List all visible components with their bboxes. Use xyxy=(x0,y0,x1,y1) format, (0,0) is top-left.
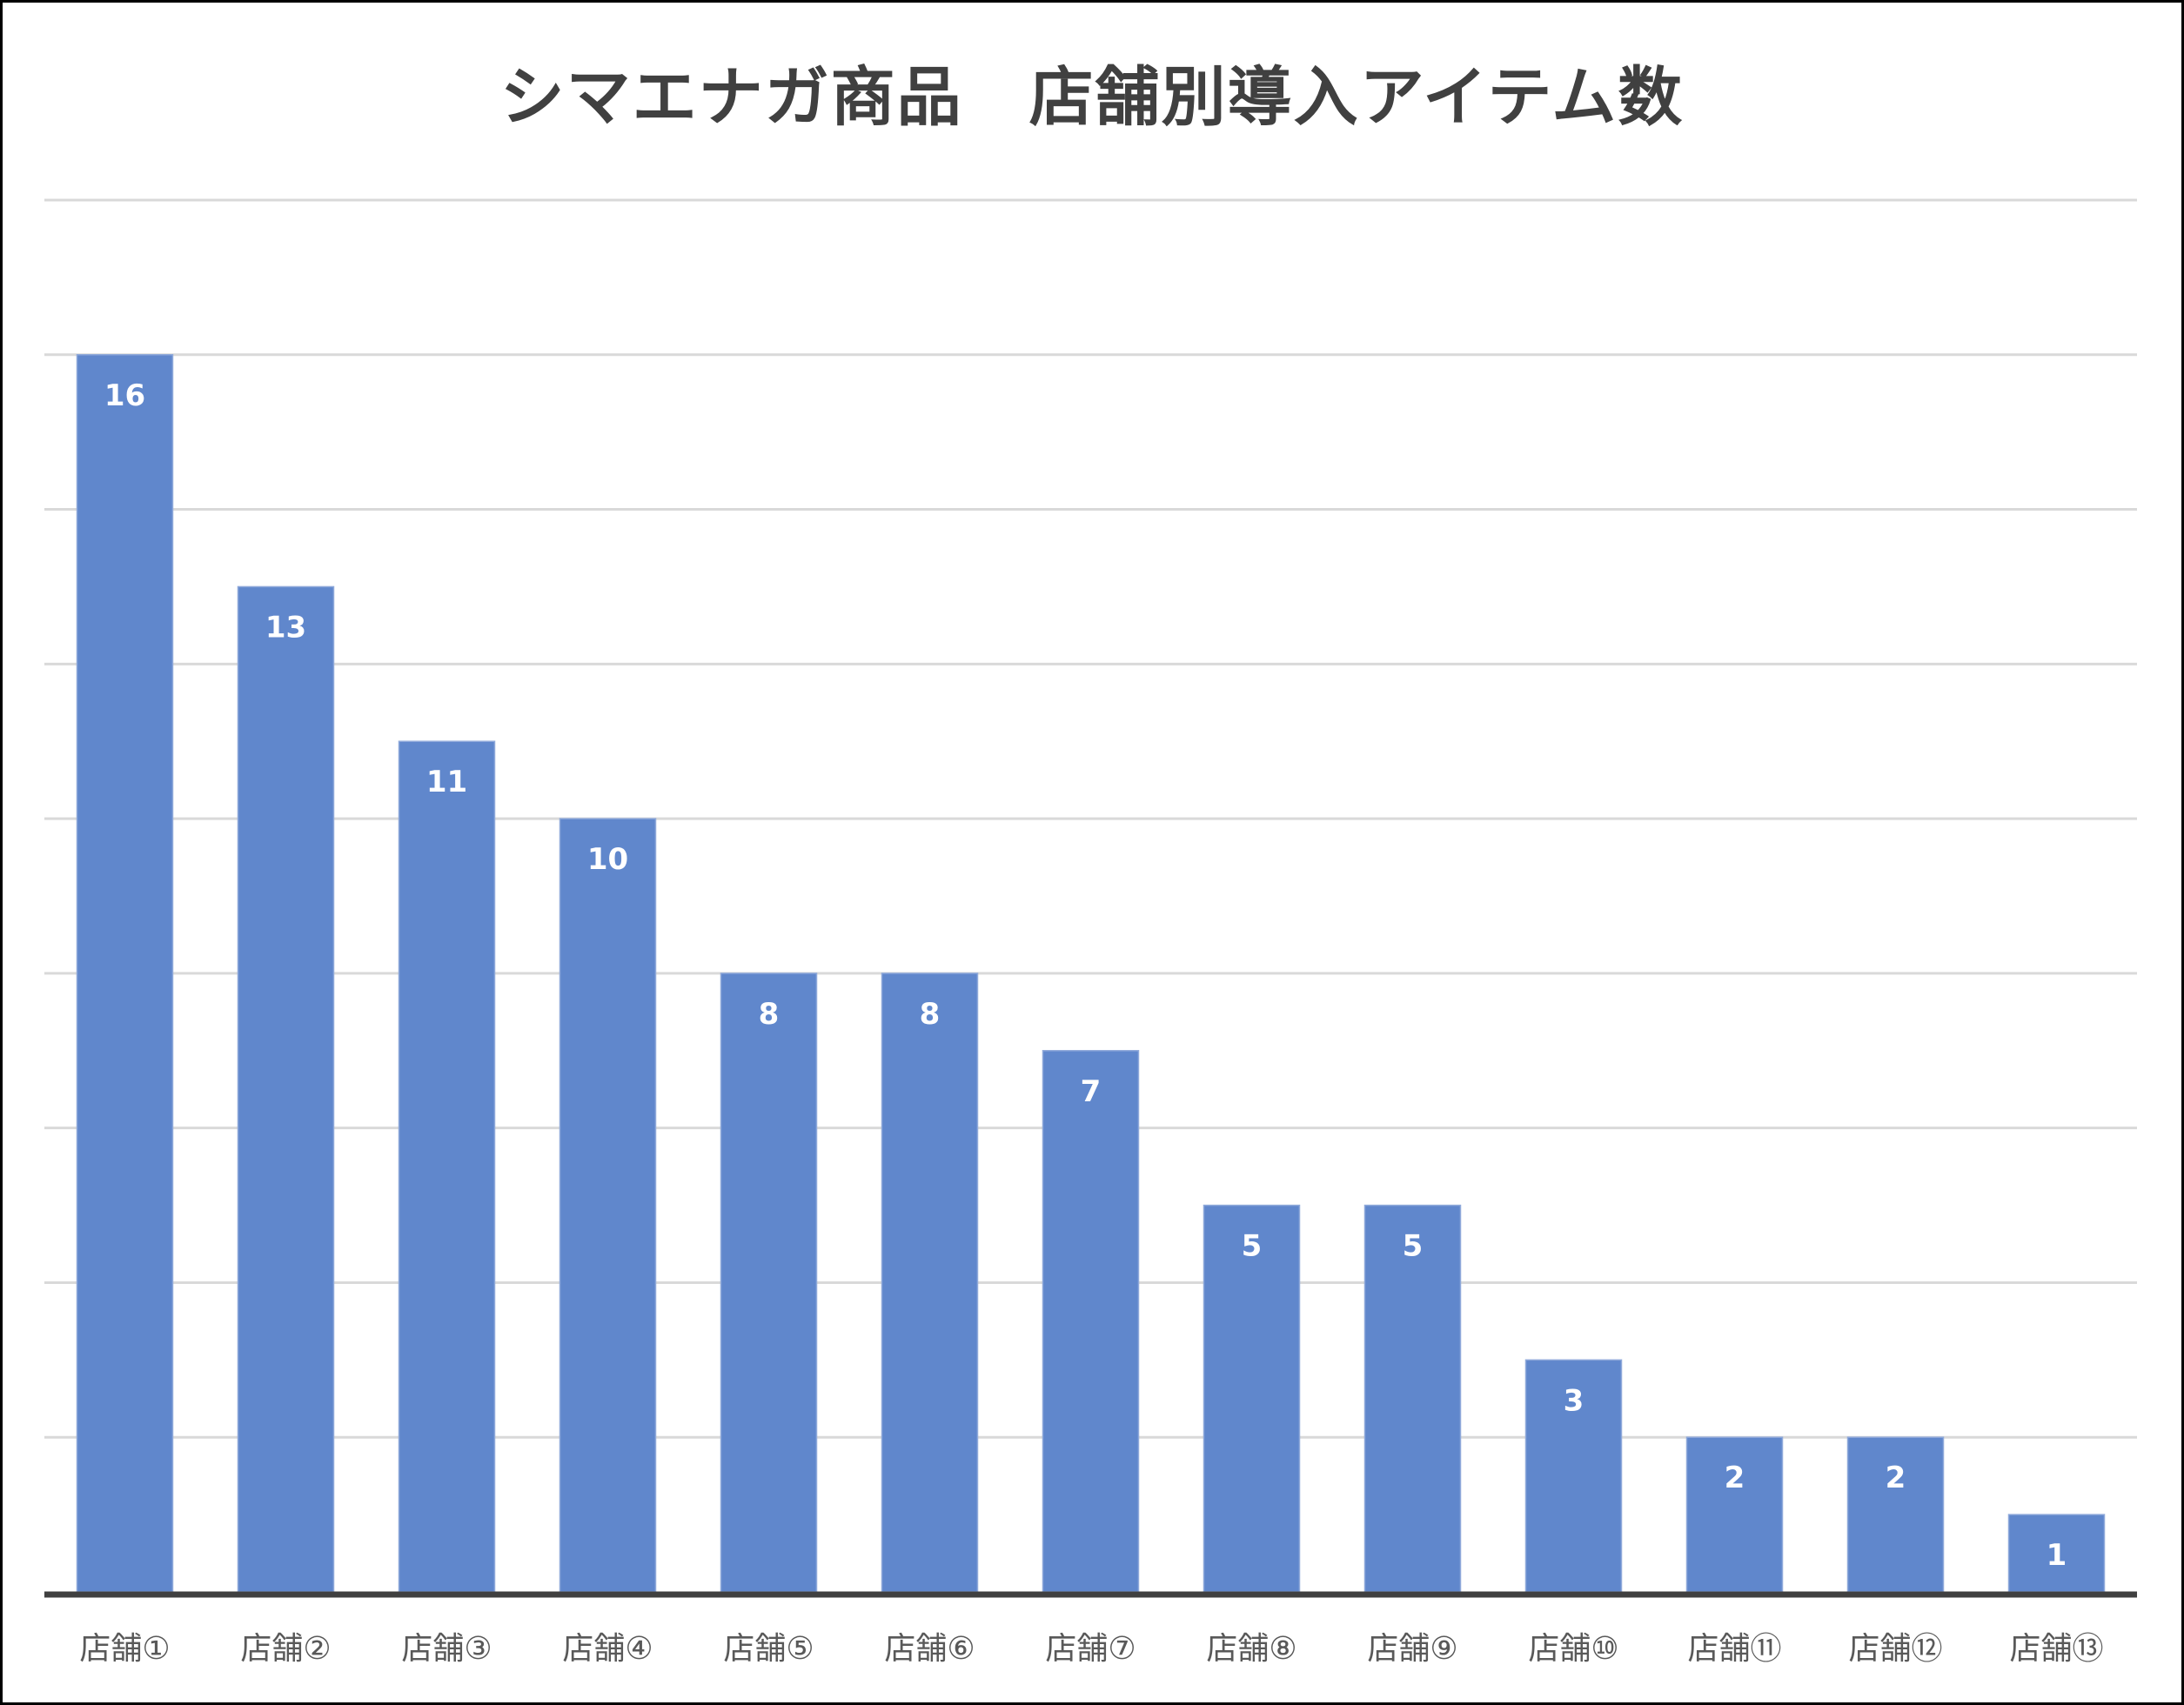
category-label: 店舗⑦ xyxy=(1045,1631,1136,1667)
bar xyxy=(237,585,335,1593)
bar xyxy=(559,818,657,1593)
category-label: 店舗⑩ xyxy=(1528,1631,1618,1667)
data-label: 11 xyxy=(426,765,467,799)
data-label: 2 xyxy=(1886,1461,1906,1495)
data-label: 8 xyxy=(920,997,941,1032)
data-label: 5 xyxy=(1403,1229,1424,1264)
category-label: 店舗⑬ xyxy=(2009,1631,2103,1667)
data-label: 16 xyxy=(104,378,145,413)
data-label: 8 xyxy=(759,997,780,1032)
data-label: 2 xyxy=(1725,1461,1745,1495)
bar xyxy=(1363,1204,1462,1593)
data-label: 13 xyxy=(265,610,306,645)
category-label: 店舗⑥ xyxy=(884,1631,975,1667)
data-label: 10 xyxy=(587,842,628,877)
category-label: 店舗③ xyxy=(401,1631,492,1667)
bar xyxy=(720,973,818,1593)
bars xyxy=(76,354,2106,1593)
data-labels: 16 13 11 10 8 8 7 5 5 3 2 2 1 xyxy=(104,378,2067,1573)
category-labels: 店舗① 店舗② 店舗③ 店舗④ 店舗⑤ 店舗⑥ 店舗⑦ 店舗⑧ 店舗⑨ 店舗⑩ 店舗⑪ 店舗⑫ 店舗⑬ xyxy=(79,1631,2103,1667)
bar xyxy=(398,740,496,1593)
chart-title: シマエナガ商品 店舗別導入アイテム数 xyxy=(499,60,1685,135)
bar xyxy=(1524,1359,1623,1593)
data-label: 5 xyxy=(1242,1229,1263,1264)
category-label: 店舗⑫ xyxy=(1848,1631,1942,1667)
category-label: 店舗⑤ xyxy=(723,1631,814,1667)
data-label: 3 xyxy=(1564,1383,1584,1418)
data-label: 7 xyxy=(1081,1074,1102,1109)
bar xyxy=(1203,1204,1301,1593)
category-label: 店舗④ xyxy=(562,1631,653,1667)
bar xyxy=(881,973,979,1593)
bar xyxy=(1042,1050,1140,1593)
category-label: 店舗⑨ xyxy=(1367,1631,1457,1667)
category-label: 店舗⑪ xyxy=(1687,1631,1781,1667)
category-label: 店舗① xyxy=(79,1631,170,1667)
bar xyxy=(1685,1436,1784,1593)
data-label: 1 xyxy=(2047,1538,2067,1573)
category-label: 店舗② xyxy=(240,1631,331,1667)
bar xyxy=(76,354,174,1593)
category-label: 店舗⑧ xyxy=(1206,1631,1296,1667)
